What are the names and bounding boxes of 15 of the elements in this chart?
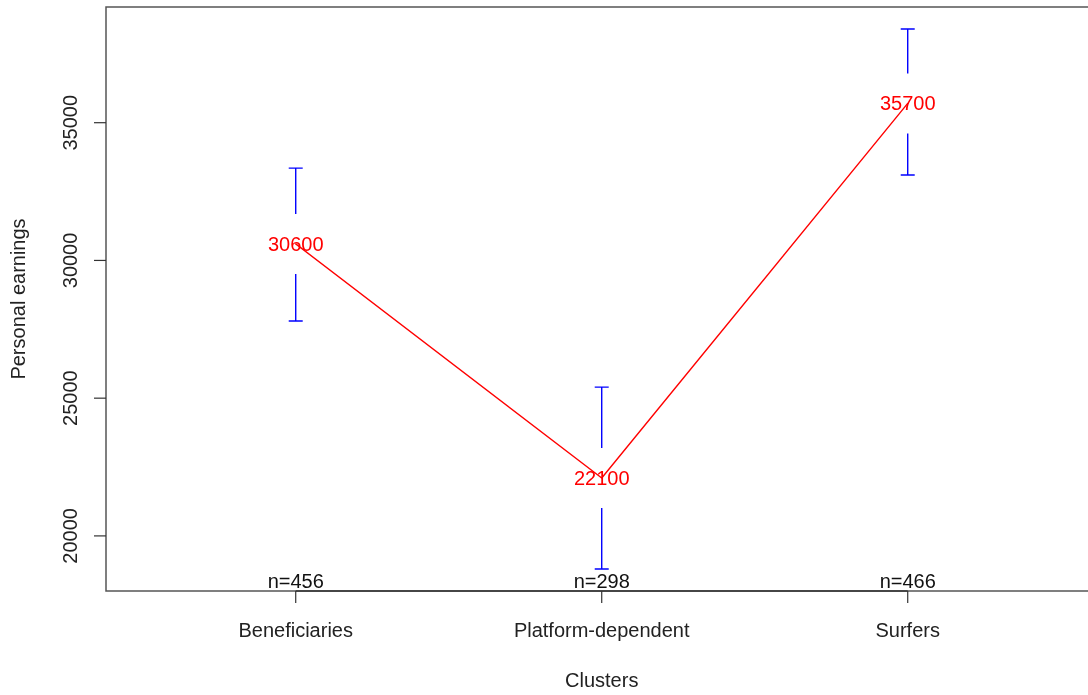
y-tick-label: 30000 xyxy=(59,232,81,289)
x-tick-label: Surfers xyxy=(875,619,940,641)
annotation: n=456 xyxy=(267,570,324,592)
y-tick-label: 20000 xyxy=(59,508,81,564)
y-tick-label: 35000 xyxy=(59,94,81,151)
y-axis-title: Personal earnings xyxy=(7,218,29,380)
data-label: 35700 xyxy=(879,92,936,115)
data-label: 30600 xyxy=(267,232,324,255)
y-tick-label: 25000 xyxy=(59,370,81,426)
x-axis-title: Clusters xyxy=(565,669,639,691)
annotation: n=466 xyxy=(879,570,936,592)
x-tick-label: Platform-dependent xyxy=(513,619,690,641)
annotation: n=298 xyxy=(573,570,630,592)
data-label: 22100 xyxy=(573,467,630,490)
x-tick-label: Beneficiaries xyxy=(238,619,353,641)
